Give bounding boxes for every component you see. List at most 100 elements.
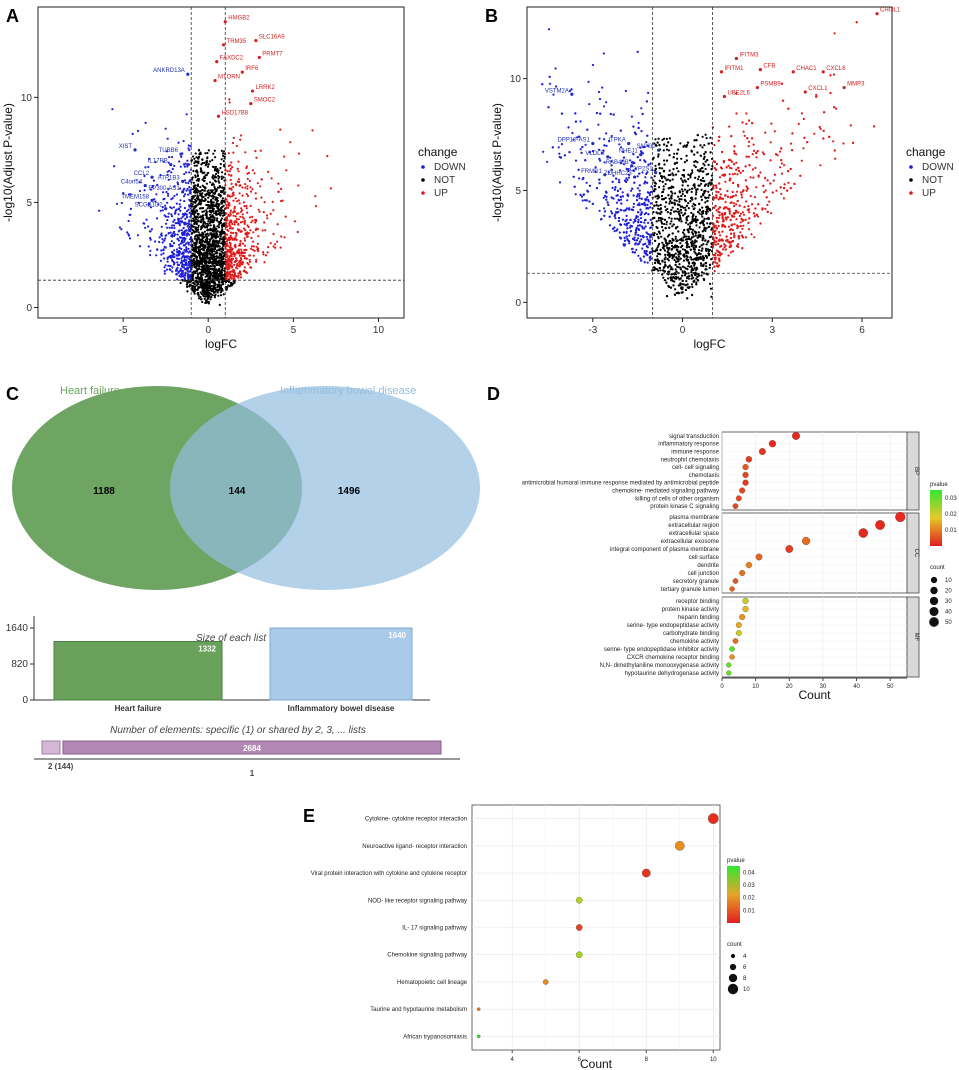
data-point: [739, 224, 742, 228]
data-point: [702, 210, 705, 213]
data-point: [186, 270, 189, 273]
data-point: [702, 237, 705, 240]
data-point: [670, 278, 673, 281]
data-point: [248, 216, 252, 219]
gene-label: TMEM158: [121, 194, 149, 200]
data-point: [201, 189, 204, 192]
data-point: [677, 230, 680, 233]
data-point: [138, 245, 142, 248]
data-point: [233, 263, 236, 266]
data-point: [661, 225, 664, 229]
data-point: [164, 127, 167, 130]
data-point: [188, 285, 191, 288]
data-point: [697, 231, 700, 234]
data-point: [196, 288, 199, 291]
data-point: [769, 141, 772, 144]
data-point: [237, 199, 240, 202]
data-point: [203, 264, 206, 267]
data-point: [638, 194, 641, 198]
data-point: [218, 248, 221, 251]
data-point: [179, 242, 182, 245]
data-point: [644, 176, 647, 179]
data-point: [147, 245, 150, 248]
data-point: [235, 144, 238, 148]
data-point: [186, 187, 189, 190]
data-point: [720, 197, 723, 200]
data-point: [741, 227, 744, 230]
data-point: [202, 222, 205, 225]
data-point: [774, 153, 778, 156]
data-point: [686, 255, 689, 259]
data-point: [222, 154, 225, 157]
data-point: [618, 231, 621, 234]
data-point: [701, 255, 705, 258]
data-point: [687, 258, 690, 261]
data-point: [202, 217, 205, 221]
data-point: [676, 260, 680, 263]
data-point: [146, 225, 150, 228]
data-point: [187, 222, 190, 225]
data-point: [690, 241, 693, 244]
data-point: [833, 106, 836, 109]
data-point: [205, 261, 208, 264]
labeled-gene-point: [254, 39, 258, 43]
data-point: [548, 82, 552, 85]
data-point: [757, 203, 760, 206]
data-point: [704, 160, 707, 163]
data-point: [212, 219, 216, 222]
data-point: [714, 204, 717, 208]
data-point: [707, 225, 710, 229]
data-point: [693, 139, 696, 142]
data-point: [750, 233, 753, 236]
data-point: [682, 259, 686, 262]
data-point: [230, 161, 233, 164]
data-point: [187, 181, 190, 185]
data-point: [227, 152, 230, 155]
data-point: [120, 201, 123, 205]
data-point: [690, 190, 693, 193]
data-point: [196, 220, 200, 223]
data-point: [233, 205, 236, 209]
data-point: [685, 154, 688, 157]
data-point: [604, 190, 608, 193]
data-point: [235, 184, 238, 187]
data-point: [691, 187, 694, 190]
data-point: [296, 230, 299, 234]
data-point: [690, 277, 693, 280]
data-point: [558, 181, 562, 184]
panel-label-b: B: [485, 6, 498, 26]
data-point: [244, 186, 247, 189]
gene-label: FAXDC2: [220, 56, 244, 62]
data-point: [176, 278, 179, 281]
data-point: [230, 188, 233, 191]
data-point: [234, 245, 237, 248]
data-point: [744, 236, 748, 239]
data-point: [196, 198, 200, 201]
data-point: [780, 162, 784, 165]
data-point: [664, 209, 668, 212]
data-point: [674, 235, 677, 238]
data-point: [692, 280, 695, 283]
data-point: [665, 223, 668, 226]
x-axis-label: logFC: [205, 337, 237, 351]
data-point: [203, 297, 206, 300]
data-point: [217, 174, 220, 177]
data-point: [667, 149, 671, 152]
data-point: [222, 211, 225, 214]
data-point: [732, 239, 735, 243]
data-point: [241, 220, 244, 223]
data-point: [98, 209, 101, 212]
data-point: [653, 184, 656, 188]
data-point: [623, 223, 626, 226]
data-point: [681, 265, 684, 268]
data-point: [226, 259, 229, 262]
data-point: [635, 199, 639, 202]
data-point: [728, 173, 731, 176]
data-point: [606, 201, 609, 204]
data-point: [558, 152, 561, 155]
data-point: [155, 193, 158, 196]
data-point: [239, 273, 242, 276]
data-point: [671, 172, 674, 175]
data-point: [699, 144, 702, 147]
data-point: [626, 199, 629, 202]
